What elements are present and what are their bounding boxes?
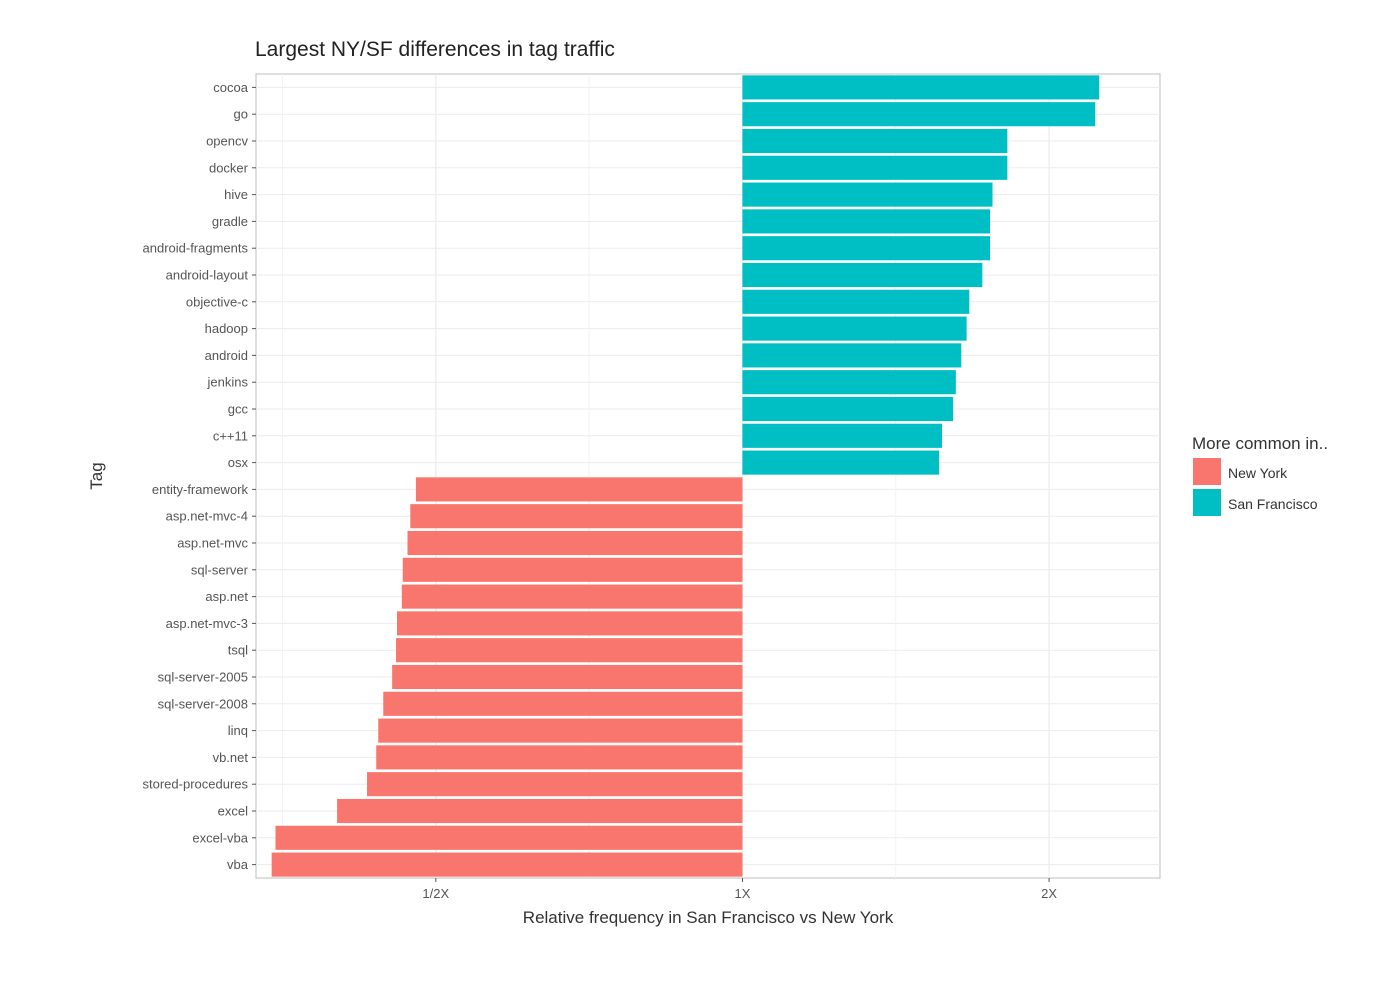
legend-swatch-new-york xyxy=(1193,458,1221,485)
x-tick-label: 1X xyxy=(734,886,750,901)
y-tick-label-gcc: gcc xyxy=(228,402,249,417)
legend-title: More common in.. xyxy=(1192,434,1328,453)
bar-android xyxy=(742,343,962,368)
y-tick-label-android: android xyxy=(205,348,248,363)
bar-opencv xyxy=(742,128,1008,154)
legend: More common in.. New York San Francisco xyxy=(1192,434,1328,516)
bar-android-layout xyxy=(742,262,983,288)
y-tick-label-asp-net-mvc: asp.net-mvc xyxy=(177,536,248,551)
y-tick-label-opencv: opencv xyxy=(206,134,248,149)
bar-excel-vba xyxy=(275,825,743,850)
bar-docker xyxy=(742,155,1008,180)
y-tick-label-sql-server: sql-server xyxy=(191,562,249,577)
y-tick-label-c-11: c++11 xyxy=(213,428,248,443)
y-tick-label-go: go xyxy=(234,107,248,122)
legend-label-san-francisco: San Francisco xyxy=(1228,496,1318,512)
bar-asp-net xyxy=(401,584,743,609)
legend-label-new-york: New York xyxy=(1228,465,1288,481)
y-tick-label-tsql: tsql xyxy=(228,643,248,658)
bar-excel xyxy=(337,798,743,824)
bar-android-fragments xyxy=(742,236,990,261)
y-tick-label-vb-net: vb.net xyxy=(213,750,249,765)
y-tick-label-objective-c: objective-c xyxy=(186,294,249,309)
y-tick-label-linq: linq xyxy=(228,723,248,738)
chart-title: Largest NY/SF differences in tag traffic xyxy=(255,38,615,61)
bar-gcc xyxy=(742,396,954,422)
bar-vba xyxy=(271,852,743,877)
bar-objective-c xyxy=(742,289,970,314)
bar-sql-server xyxy=(402,557,743,582)
legend-swatch-san-francisco xyxy=(1193,489,1221,516)
bar-hive xyxy=(742,182,993,207)
y-tick-label-jenkins: jenkins xyxy=(207,375,249,390)
plot-panel xyxy=(255,73,1161,879)
x-axis-title: Relative frequency in San Francisco vs N… xyxy=(523,908,894,927)
y-tick-label-cocoa: cocoa xyxy=(213,80,248,95)
y-tick-label-entity-framework: entity-framework xyxy=(152,482,249,497)
y-tick-label-vba: vba xyxy=(227,857,249,872)
bar-stored-procedures xyxy=(367,772,743,797)
x-axis: 1/2X 1X 2X xyxy=(422,878,1057,901)
bar-vb-net xyxy=(376,745,743,770)
y-axis: cocoa go opencv docker hive gradle android-fra… xyxy=(143,80,256,872)
y-tick-label-android-layout: android-layout xyxy=(166,268,249,283)
y-tick-label-excel-vba: excel-vba xyxy=(192,830,248,845)
bar-osx xyxy=(742,450,940,475)
bar-entity-framework xyxy=(415,477,743,502)
y-tick-label-docker: docker xyxy=(209,160,249,175)
bar-c-11 xyxy=(742,423,942,448)
bar-gradle xyxy=(742,209,990,234)
y-tick-label-hadoop: hadoop xyxy=(205,321,248,336)
bars xyxy=(271,75,1100,877)
bar-linq xyxy=(378,718,743,743)
y-tick-label-android-fragments: android-fragments xyxy=(143,241,249,256)
y-tick-label-excel: excel xyxy=(218,804,248,819)
bar-asp-net-mvc-4 xyxy=(410,504,743,529)
x-tick-label: 1/2X xyxy=(422,886,449,901)
bar-cocoa xyxy=(742,75,1100,100)
y-tick-label-asp-net: asp.net xyxy=(205,589,248,604)
bar-hadoop xyxy=(742,316,967,341)
bar-sql-server-2005 xyxy=(392,664,743,690)
y-axis-title: Tag xyxy=(87,462,106,489)
y-tick-label-stored-procedures: stored-procedures xyxy=(143,777,249,792)
y-tick-label-sql-server-2008: sql-server-2008 xyxy=(158,696,248,711)
bar-jenkins xyxy=(742,370,956,395)
y-tick-label-asp-net-mvc-4: asp.net-mvc-4 xyxy=(166,509,248,524)
y-tick-label-osx: osx xyxy=(228,455,249,470)
y-tick-label-sql-server-2005: sql-server-2005 xyxy=(158,670,248,685)
x-tick-label: 2X xyxy=(1041,886,1057,901)
bar-asp-net-mvc-3 xyxy=(396,611,743,636)
bar-go xyxy=(742,102,1096,127)
bar-asp-net-mvc xyxy=(407,530,743,556)
y-tick-label-gradle: gradle xyxy=(212,214,248,229)
y-tick-label-asp-net-mvc-3: asp.net-mvc-3 xyxy=(166,616,248,631)
bar-tsql xyxy=(396,638,743,663)
y-tick-label-hive: hive xyxy=(224,187,248,202)
bar-sql-server-2008 xyxy=(383,691,743,716)
